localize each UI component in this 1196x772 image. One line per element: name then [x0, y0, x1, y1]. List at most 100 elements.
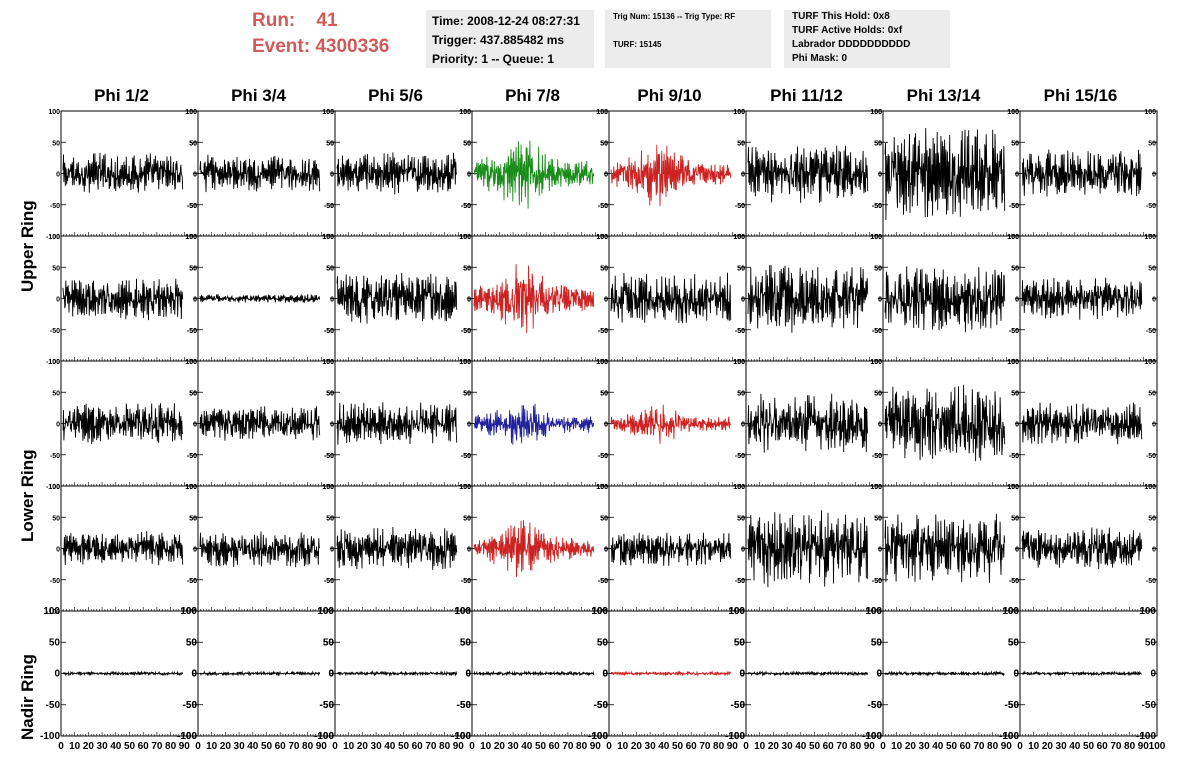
waveform-trace [610, 272, 732, 324]
turf-text: TURF: 15145 [613, 40, 662, 49]
y-tick-label: -50 [1005, 700, 1020, 711]
trigger-info-box: Trig Num: 15136 -- Trig Type: RF TURF: 1… [605, 10, 771, 68]
y-tick-label-right: 100 [459, 109, 471, 116]
x-tick-label: 30 [508, 741, 520, 752]
y-tick-label: -50 [457, 700, 472, 711]
y-tick-label: 50 [326, 265, 334, 272]
waveform-trace [199, 531, 321, 568]
phi-mask-text: Phi Mask: 0 [792, 53, 848, 64]
waveform-trace [336, 152, 458, 195]
y-tick-label: 0 [191, 669, 197, 680]
x-tick-label: 0 [743, 741, 749, 752]
waveform-trace [747, 510, 869, 588]
x-tick-label: 0 [606, 741, 612, 752]
y-tick-label: 0 [602, 669, 608, 680]
y-tick-label: 0 [878, 172, 882, 179]
y-tick-label-right: 100 [322, 484, 334, 491]
trigger-text: Trigger: 437.885482 ms [432, 33, 565, 47]
y-tick-label-right: -100 [314, 731, 334, 742]
y-tick-label: -50 [461, 328, 471, 335]
y-tick-label-right: 100 [1007, 484, 1019, 491]
y-tick-label: 100 [48, 359, 60, 366]
x-tick-label: 70 [562, 741, 574, 752]
y-tick-label-right: -50 [598, 578, 608, 585]
y-tick-label: 100 [733, 234, 745, 241]
y-tick-label-right: -50 [1005, 700, 1020, 711]
trig-num-text: Trig Num: 15136 -- Trig Type: RF [613, 12, 736, 21]
y-tick-label: -50 [187, 578, 197, 585]
y-tick-label: 100 [1007, 359, 1019, 366]
turf-active-holds-text: TURF Active Holds: 0xf [792, 25, 903, 36]
waveform-trace [473, 670, 595, 677]
y-tick-label-right: -50 [1142, 700, 1157, 711]
y-tick-label-right: 50 [737, 265, 745, 272]
y-tick-label-right: -50 [1009, 328, 1019, 335]
x-tick-label: 0 [1017, 741, 1023, 752]
y-tick-label-right: 0 [604, 172, 608, 179]
y-tick-label: 50 [52, 140, 60, 147]
waveform-trace [473, 403, 595, 445]
y-tick-label: 50 [52, 390, 60, 397]
y-tick-label: -100 [46, 234, 60, 241]
y-tick-label: -50 [1009, 328, 1019, 335]
y-tick-label: 0 [604, 422, 608, 429]
y-tick-label-right: 0 [191, 669, 197, 680]
y-tick-label: 100 [48, 234, 60, 241]
y-tick-label-right: 0 [602, 669, 608, 680]
x-tick-label: 20 [357, 741, 369, 752]
waveform-trace [473, 264, 595, 334]
y-tick-label: 0 [193, 422, 197, 429]
x-tick-label: 10 [69, 741, 81, 752]
event-label: Event: [252, 36, 311, 57]
y-tick-label: 0 [878, 547, 882, 554]
y-tick-label: 100 [180, 606, 197, 617]
y-tick-label: -100 [725, 731, 745, 742]
waveform-panel-r4-c6: -100 -100 -50 -50 0 0 50 50 100 100 [862, 606, 1021, 742]
x-tick-label: 10 [480, 741, 492, 752]
x-tick-label: 90 [1138, 741, 1150, 752]
y-tick-label: -50 [324, 453, 334, 460]
y-tick-label: 100 [322, 109, 334, 116]
y-tick-label: -50 [187, 203, 197, 210]
y-tick-label: 0 [193, 297, 197, 304]
waveform-trace [1021, 402, 1143, 445]
y-tick-label: -100 [862, 731, 882, 742]
y-tick-label: -100 [588, 731, 608, 742]
y-tick-label-right: 0 [193, 422, 197, 429]
y-tick-label: -50 [735, 578, 745, 585]
waveform-trace [884, 670, 1005, 677]
y-tick-label: 100 [317, 606, 334, 617]
y-tick-label: -50 [1009, 578, 1019, 585]
y-tick-label-right: 0 [1015, 172, 1019, 179]
y-tick-label-right: 0 [604, 422, 608, 429]
waveform-trace [473, 520, 595, 578]
y-tick-label-right: 0 [1152, 547, 1156, 554]
y-tick-label-right: 50 [189, 390, 197, 397]
y-tick-label-right: 50 [871, 637, 883, 648]
x-tick-label: 80 [439, 741, 451, 752]
y-tick-label-right: 50 [1011, 390, 1019, 397]
y-tick-label-right: -50 [735, 328, 745, 335]
y-tick-label-right: 100 [185, 484, 197, 491]
y-tick-label-right: 0 [330, 422, 334, 429]
waveform-trace [611, 670, 732, 677]
y-tick-label-right: 50 [1148, 390, 1156, 397]
y-tick-label-right: 50 [326, 265, 334, 272]
x-tick-label: 40 [247, 741, 259, 752]
y-tick-label-right: 0 [193, 297, 197, 304]
y-tick-label-right: 0 [739, 669, 745, 680]
column-header-phi-7-8: Phi 7/8 [505, 86, 560, 105]
waveform-panel-r1-c0: -100 -100 -50 -50 0 0 50 50 100 100 [46, 234, 199, 366]
y-tick-label-right: 100 [1002, 606, 1019, 617]
x-tick-label: 50 [398, 741, 410, 752]
x-tick-label: 40 [795, 741, 807, 752]
y-tick-label: -50 [324, 328, 334, 335]
y-tick-label-right: -50 [324, 328, 334, 335]
waveform-trace [62, 403, 184, 445]
y-tick-label: 100 [185, 109, 197, 116]
y-tick-label-right: 0 [330, 547, 334, 554]
y-tick-label: 50 [737, 140, 745, 147]
y-tick-label-right: 0 [467, 297, 471, 304]
